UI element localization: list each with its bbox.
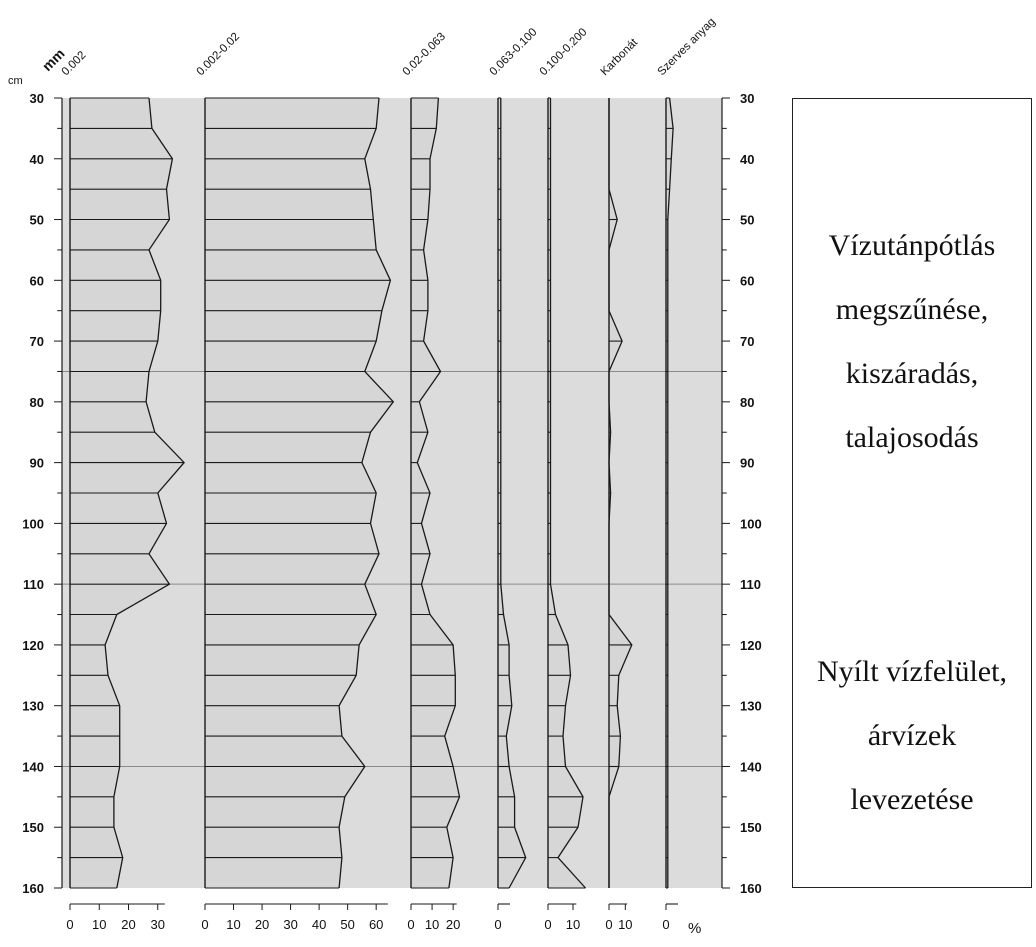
x-tick-label: 10 <box>425 917 439 932</box>
x-tick-label: 20 <box>121 917 135 932</box>
x-tick-label: 40 <box>312 917 326 932</box>
depth-tick-label: 50 <box>30 213 44 228</box>
depth-tick-label: 160 <box>740 881 762 896</box>
depth-tick-label: 50 <box>740 213 754 228</box>
x-tick-label: 60 <box>369 917 383 932</box>
x-tick-label: 0 <box>605 917 612 932</box>
x-tick-label: 10 <box>226 917 240 932</box>
profile-fill <box>609 98 632 888</box>
x-tick-label: 10 <box>618 917 632 932</box>
profile-fill <box>498 98 526 888</box>
x-tick-label: 0 <box>66 917 73 932</box>
depth-tick-label: 160 <box>22 881 44 896</box>
x-tick-label: 30 <box>283 917 297 932</box>
depth-tick-label: 110 <box>23 577 44 592</box>
depth-tick-label: 70 <box>740 334 754 349</box>
x-tick-label: 20 <box>446 917 460 932</box>
left-depth-axis: 30 40 50 60 70 80 90 100 110 120 130 140 150 160 <box>22 91 63 896</box>
depth-tick-label: 70 <box>30 334 44 349</box>
profile-line <box>667 97 674 888</box>
series-label: Karbonát <box>599 36 641 78</box>
depth-tick-label: 60 <box>30 273 44 288</box>
depth-tick-label: 110 <box>740 577 761 592</box>
depth-tick-label: 150 <box>740 820 762 835</box>
depth-tick-label: 30 <box>740 91 754 106</box>
profile-fill <box>548 98 586 888</box>
panel-2: 0.002-0.02 0 10 20 30 40 50 60 <box>195 31 395 932</box>
x-tick-label: 0 <box>407 917 414 932</box>
depth-tick-label: 130 <box>22 699 44 714</box>
x-tick-label: 50 <box>340 917 354 932</box>
zone-text-line: kiszáradás, <box>845 356 979 390</box>
depth-tick-label: 140 <box>22 759 44 774</box>
depth-tick-label: 30 <box>30 91 44 106</box>
zone-text-line: levezetése <box>850 782 974 816</box>
depth-tick-label: 150 <box>22 820 44 835</box>
depth-tick-label: 40 <box>740 152 754 167</box>
zone-box-1: Vízutánpótlás megszűnése, kiszáradás, talaj… <box>792 98 1032 586</box>
x-tick-label: 30 <box>151 917 165 932</box>
zone-text-line: talajosodás <box>845 420 979 454</box>
x-tick-label: 10 <box>566 917 580 932</box>
profile-line <box>104 97 185 889</box>
depth-tick-label: 80 <box>740 395 754 410</box>
x-tick-label: 0 <box>662 917 669 932</box>
zone-text-line: megszűnése, <box>835 292 989 326</box>
x-tick-label: 20 <box>255 917 269 932</box>
series-label: 0.02-0.063 <box>401 31 448 78</box>
panel-3: 0.02-0.063 0 10 20 <box>401 31 461 932</box>
x-tick-label: 0 <box>544 917 551 932</box>
y-axis-label: cm <box>8 75 23 87</box>
depth-tick-label: 120 <box>740 638 762 653</box>
depth-tick-label: 130 <box>740 699 762 714</box>
depth-tick-label: 60 <box>740 273 754 288</box>
series-label: 0.002-0.02 <box>195 31 242 78</box>
zone-text-line: Vízutánpótlás <box>828 228 996 262</box>
depth-tick-label: 100 <box>740 516 762 531</box>
right-depth-axis: 30 40 50 60 70 80 90 100 110 120 130 140 150 160 <box>721 91 762 896</box>
panel-5: 0.100-0.200 0 10 <box>538 26 590 932</box>
depth-tick-label: 90 <box>30 456 44 471</box>
x-tick-label: 10 <box>92 917 106 932</box>
profile-line <box>416 97 461 889</box>
x-tick-label: 0 <box>201 917 208 932</box>
profile-line <box>608 98 633 888</box>
series-label: 0.063-0.100 <box>488 26 540 78</box>
depth-tick-label: 80 <box>30 395 44 410</box>
profile-line <box>500 98 527 889</box>
x-tick-label: 0 <box>494 917 501 932</box>
depth-tick-label: 120 <box>22 638 44 653</box>
profile-fill <box>411 98 460 888</box>
series-label: 0.100-0.200 <box>538 26 590 78</box>
zone-text-line: árvízek <box>867 718 957 752</box>
zone-box-2: Nyílt vízfelület, árvízek levezetése <box>792 584 1032 888</box>
profile-line <box>549 98 586 889</box>
depth-tick-label: 40 <box>30 152 44 167</box>
series-label: Szerves anyag <box>656 16 718 78</box>
x-unit-label: % <box>688 920 701 937</box>
depth-tick-label: 100 <box>22 516 44 531</box>
zone-text-line: Nyílt vízfelület, <box>817 654 1007 688</box>
depth-tick-label: 90 <box>740 456 754 471</box>
profile-line <box>338 97 395 889</box>
depth-tick-label: 140 <box>740 759 762 774</box>
